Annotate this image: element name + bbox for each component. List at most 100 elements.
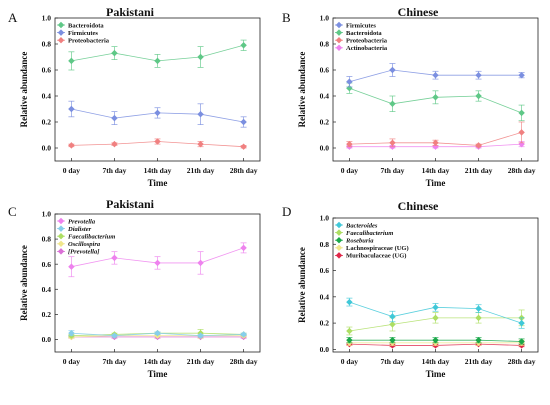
- panel-a-series-bacteroidota-point: [68, 57, 75, 65]
- panel-b-series-proteobacteria-point: [518, 129, 525, 136]
- legend-panel-c-faecalibacterium-label: Faecalibacterium: [68, 234, 115, 241]
- panel-c-xtick-label: 14th day: [144, 357, 172, 366]
- panel-b-series-bacteroidota-point: [389, 100, 396, 108]
- panel-c-ytick-label: 0.0: [42, 335, 52, 344]
- panel-a-title: Pakistani: [106, 5, 155, 19]
- panel-c-series-dialister-point: [240, 331, 247, 338]
- panel-c-series-dialister-point: [197, 332, 204, 339]
- legend-panel-c-prevotella-label: Prevotella: [68, 218, 96, 225]
- legend-panel-d-roseburia-swatch: [335, 236, 343, 244]
- panel-b-ytick-label: 0.8: [320, 40, 330, 49]
- panel-d-ytick-label: 0.0: [320, 345, 330, 354]
- panel-a-series-proteobacteria-point: [197, 140, 204, 148]
- panel-d-ytick-label: 1.0: [320, 214, 330, 223]
- panel-b-ytick-label: 0.4: [320, 92, 330, 101]
- legend-panel-d-bacteroides-swatch: [335, 221, 343, 229]
- panel-b-ytick-label: 0.2: [320, 118, 330, 127]
- legend-panel-c-prevotella-swatch: [57, 217, 65, 225]
- panel-a-series-firmicutes-point: [111, 114, 118, 122]
- panel-d-xaxis-title: Time: [426, 369, 446, 379]
- panel-a-xtick-label: 21th day: [187, 166, 215, 175]
- legend-panel-c-oscillospira-swatch: [57, 240, 65, 248]
- panel-c-xtick-label: 28th day: [230, 357, 258, 366]
- panel-d-title: Chinese: [398, 199, 439, 213]
- panel-b: B Chinese 0.0 0.2 0.4 0.6 0.8 1.0 0 day 7th day 14…: [282, 5, 539, 188]
- panel-c-series-prevotella-point: [197, 259, 204, 267]
- panel-d-series-bacteroides-point: [346, 298, 353, 306]
- legend-panel-b-proteobacteria-swatch: [335, 36, 343, 44]
- panel-d-series-faecalibacterium-point: [432, 314, 439, 322]
- panel-b-series-proteobacteria-point: [475, 142, 482, 149]
- panel-d-series-roseburia-point: [432, 336, 439, 344]
- legend-panel-d-lachnospiraceae-ug-label: Lachnospiraceae (UG): [346, 245, 409, 252]
- legend-panel-d-lachnospiraceae-ug-swatch: [335, 244, 343, 252]
- panel-a-ytick-label: 0.8: [42, 40, 52, 49]
- panel-a-series-bacteroidota-point: [154, 57, 161, 65]
- panel-b-series-firmicutes-point: [389, 66, 396, 74]
- panel-c-xtick-label: 0 day: [63, 357, 81, 366]
- panel-b-series-firmicutes-point: [346, 78, 353, 85]
- legend-panel-c-faecalibacterium-swatch: [57, 232, 65, 240]
- panel-c-letter: C: [8, 204, 17, 219]
- legend-panel-a-proteobacteria-swatch: [57, 36, 65, 44]
- panel-c-title: Pakistani: [106, 197, 155, 211]
- legend-panel-b-actinobacteria-label: Actinobacteria: [346, 45, 388, 52]
- panel-b-series-proteobacteria-point: [389, 139, 396, 147]
- panel-d-series-bacteroides-point: [389, 313, 396, 320]
- legend-panel-b-bacteroidota-label: Bacteroidota: [346, 30, 382, 37]
- panel-b-series-bacteroidota-point: [518, 109, 525, 117]
- panel-a-xtick-label: 0 day: [63, 166, 81, 175]
- panel-b-xtick-label: 21th day: [465, 166, 493, 175]
- panel-a-series-bacteroidota-point: [197, 53, 204, 61]
- legend-panel-d-roseburia-label: Roseburia: [345, 238, 374, 245]
- panel-d-series-roseburia: [346, 336, 525, 345]
- legend-panel-b-actinobacteria-swatch: [335, 44, 343, 52]
- panel-b-series-bacteroidota-point: [432, 94, 439, 101]
- panel-a-series-proteobacteria-point: [240, 143, 247, 150]
- panel-a-series-firmicutes-point: [68, 105, 75, 113]
- panel-a-ytick-label: 0.0: [42, 144, 52, 153]
- panel-d-series-faecalibacterium-point: [389, 321, 396, 328]
- panel-a-series-firmicutes: [68, 100, 247, 128]
- panel-a-ytick-label: 0.4: [42, 92, 52, 101]
- panel-d: D Chinese 0.0 0.2 0.4 0.6 0.8 1.0 0 day 7th day 14…: [282, 199, 539, 379]
- legend-panel-a-bacteroidota-label: Bacteroidota: [68, 22, 104, 29]
- panel-d-series-roseburia-point: [389, 336, 396, 344]
- panel-c: C Pakistani 0.0 0.2 0.4 0.6 0.8 1.0 0 day 7th day…: [8, 197, 261, 379]
- panel-b-ytick-label: 0.0: [320, 144, 330, 153]
- panel-a-xaxis-title: Time: [148, 178, 168, 188]
- legend-panel-d-muribaculaceae-ug-swatch: [335, 252, 343, 259]
- panel-b-xtick-label: 28th day: [508, 166, 536, 175]
- panel-d-series-roseburia-point: [346, 336, 353, 344]
- panel-b-series-firmicutes-point: [475, 71, 482, 79]
- legend-panel-d-muribaculaceae-ug-label: Muribaculaceae (UG): [346, 253, 406, 260]
- panel-b-xtick-label: 7th day: [380, 166, 404, 175]
- panel-d-xtick-label: 21th day: [465, 357, 493, 366]
- panel-a-series-proteobacteria-point: [111, 140, 118, 148]
- panel-b-series-bacteroidota-point: [475, 92, 482, 100]
- legend-panel-c-prevotella-label: [Prevotella]: [68, 249, 99, 256]
- panel-b-xtick-label: 0 day: [341, 166, 359, 175]
- panel-c-ytick-label: 0.4: [42, 285, 52, 294]
- panel-b-xaxis-title: Time: [426, 178, 446, 188]
- panel-d-xtick-label: 28th day: [508, 357, 536, 366]
- panel-d-series-bacteroides: [346, 297, 525, 329]
- panel-c-series-prevotella-point: [68, 263, 75, 270]
- panel-c-yaxis-title: Relative abundance: [19, 245, 29, 321]
- panel-c-ytick-label: 0.2: [42, 310, 52, 319]
- panel-d-ytick-label: 0.8: [320, 240, 330, 249]
- panel-d-xtick-label: 0 day: [341, 357, 359, 366]
- panel-d-ytick-label: 0.6: [320, 266, 330, 275]
- panel-a-series-firmicutes-point: [154, 109, 161, 117]
- legend-panel-a-proteobacteria-label: Proteobacteria: [68, 38, 110, 45]
- panel-c-series-dialister-point: [111, 332, 118, 339]
- legend-panel-a-bacteroidota-swatch: [57, 21, 65, 29]
- panel-a-xtick-label: 7th day: [102, 166, 126, 175]
- legend-panel-b-proteobacteria-label: Proteobacteria: [346, 38, 388, 45]
- panel-b-series-proteobacteria: [346, 121, 525, 149]
- panel-b-title: Chinese: [398, 5, 439, 19]
- panel-d-ytick-label: 0.2: [320, 319, 330, 328]
- panel-b-series-bacteroidota: [346, 82, 525, 122]
- panel-c-ytick-label: 1.0: [42, 210, 52, 219]
